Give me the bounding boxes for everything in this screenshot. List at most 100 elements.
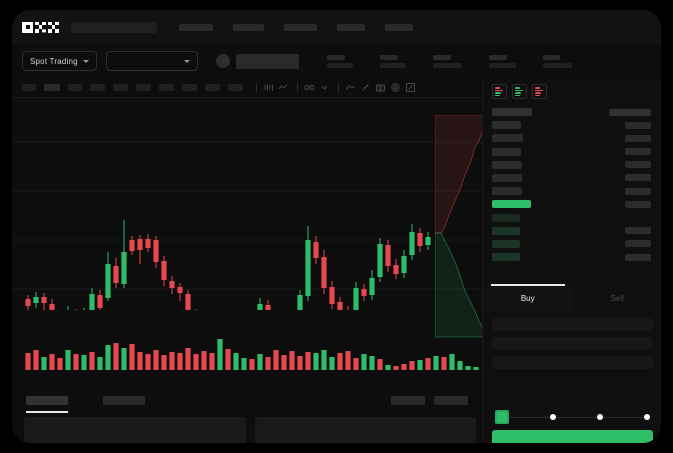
orderbook-bid-row[interactable]	[483, 213, 661, 222]
orderbook-ask-row[interactable]	[483, 134, 661, 143]
order-form	[483, 312, 661, 402]
orderbook-price-bar	[625, 240, 651, 248]
trading-pair-select[interactable]	[105, 51, 198, 71]
price-chart[interactable]	[12, 98, 482, 388]
step-indicator-1[interactable]	[495, 410, 509, 424]
nav-item-4[interactable]	[337, 23, 365, 31]
orderbook-amount-bar	[492, 200, 531, 209]
orderbook-amount-bar	[492, 173, 522, 182]
stat-value	[379, 62, 406, 68]
stat-24h-volume	[542, 54, 572, 68]
orderbook-mode-bids[interactable]	[512, 84, 527, 99]
orderbook-mode-toggles	[483, 78, 661, 104]
line-chart-icon[interactable]	[277, 81, 290, 94]
orderbook-bid-row[interactable]	[483, 239, 661, 248]
stat-value	[432, 62, 462, 68]
timeframe-1h[interactable]	[113, 84, 128, 91]
timeframe-15m[interactable]	[68, 84, 82, 91]
orderbook-ask-row[interactable]	[483, 187, 661, 196]
chart-action-1[interactable]	[391, 395, 425, 405]
timeframe-4h[interactable]	[136, 84, 151, 91]
order-amount-field[interactable]	[492, 337, 653, 350]
step-indicator-2[interactable]	[550, 414, 556, 420]
search-input[interactable]	[71, 21, 157, 33]
tab-open-orders[interactable]	[26, 395, 68, 413]
okx-logo[interactable]	[22, 21, 59, 33]
timeframe-1w[interactable]	[182, 84, 197, 91]
orderbook-price-bar	[625, 174, 651, 182]
orderbook-header[interactable]	[483, 108, 661, 116]
stat-24h-high	[432, 54, 462, 68]
top-navigation-bar	[12, 10, 661, 44]
stat-label	[379, 54, 398, 60]
stat-value	[488, 62, 516, 68]
nav-item-5[interactable]	[385, 23, 413, 31]
timeframe-more[interactable]	[228, 84, 243, 91]
toolbar-divider	[297, 83, 298, 92]
tab-sell[interactable]: Sell	[573, 284, 662, 312]
order-total-field[interactable]	[492, 356, 653, 369]
chevron-down-icon[interactable]	[318, 81, 331, 94]
chart-bottom-tabs	[12, 388, 482, 413]
step-indicator-3[interactable]	[597, 414, 603, 420]
fullscreen-icon[interactable]	[404, 81, 417, 94]
trend-line-icon[interactable]	[344, 81, 357, 94]
timeframe-1m[interactable]	[22, 84, 36, 91]
orderbook-ask-row[interactable]	[483, 147, 661, 156]
orderbook-ask-row[interactable]	[483, 173, 661, 182]
trading-mode-select[interactable]: Spot Trading	[22, 51, 97, 71]
orderbook-bid-row[interactable]	[483, 253, 661, 262]
pair-avatar	[215, 54, 230, 68]
stat-label	[488, 54, 507, 60]
step-track	[501, 417, 644, 418]
nav-item-3[interactable]	[284, 23, 317, 31]
orderbook-price-bar	[625, 253, 651, 261]
chevron-down-icon	[183, 59, 190, 63]
tab-order-history[interactable]	[103, 395, 145, 405]
orderbook-price-bar	[625, 227, 651, 235]
orderbook-amount-bar	[492, 226, 520, 235]
timeframe-30m[interactable]	[90, 84, 105, 91]
order-price-field[interactable]	[492, 318, 653, 331]
volume-series	[25, 339, 479, 370]
orderbook-ask-row[interactable]	[483, 121, 661, 130]
orderbook-bid-row[interactable]	[483, 226, 661, 235]
indicator-icon[interactable]	[303, 81, 316, 94]
orderbook-amount-bar	[492, 147, 521, 156]
chart-action-2[interactable]	[434, 395, 468, 405]
candlestick-pane	[12, 98, 482, 310]
nav-item-2[interactable]	[233, 23, 264, 31]
last-price-value	[235, 53, 299, 69]
orderbook-ask-row[interactable]	[483, 160, 661, 169]
stat-last-price	[326, 54, 353, 68]
camera-icon[interactable]	[374, 81, 387, 94]
stat-label	[432, 54, 451, 60]
nav-item-1[interactable]	[179, 23, 213, 31]
place-order-button[interactable]	[492, 430, 653, 443]
orderbook-mode-asks[interactable]	[532, 84, 547, 99]
buy-sell-tabs: Buy Sell	[483, 284, 661, 312]
volume-pane	[12, 310, 482, 388]
tab-buy[interactable]: Buy	[483, 284, 573, 312]
stat-value	[542, 62, 572, 68]
toolbar-divider	[338, 83, 339, 92]
timeframe-1mo[interactable]	[205, 84, 220, 91]
step-indicator-4[interactable]	[644, 414, 650, 420]
orderbook-mode-both[interactable]	[492, 84, 507, 99]
stat-label	[326, 54, 345, 60]
chevron-down-icon	[82, 59, 89, 63]
bottom-panel-left[interactable]	[24, 417, 246, 443]
timeframe-5m[interactable]	[44, 84, 60, 91]
gear-icon[interactable]	[389, 81, 402, 94]
bottom-panel-right[interactable]	[254, 417, 476, 443]
orderbook-amount-bar	[492, 239, 520, 248]
stat-change	[379, 54, 406, 68]
candlestick-icon[interactable]	[262, 81, 275, 94]
orderbook-rows[interactable]	[483, 104, 661, 262]
orderbook-price-bar	[609, 108, 651, 116]
ruler-icon[interactable]	[359, 81, 372, 94]
timeframe-1d[interactable]	[159, 84, 174, 91]
orderbook-spread-row[interactable]	[483, 200, 661, 209]
app-screen: Spot Trading	[12, 10, 661, 443]
